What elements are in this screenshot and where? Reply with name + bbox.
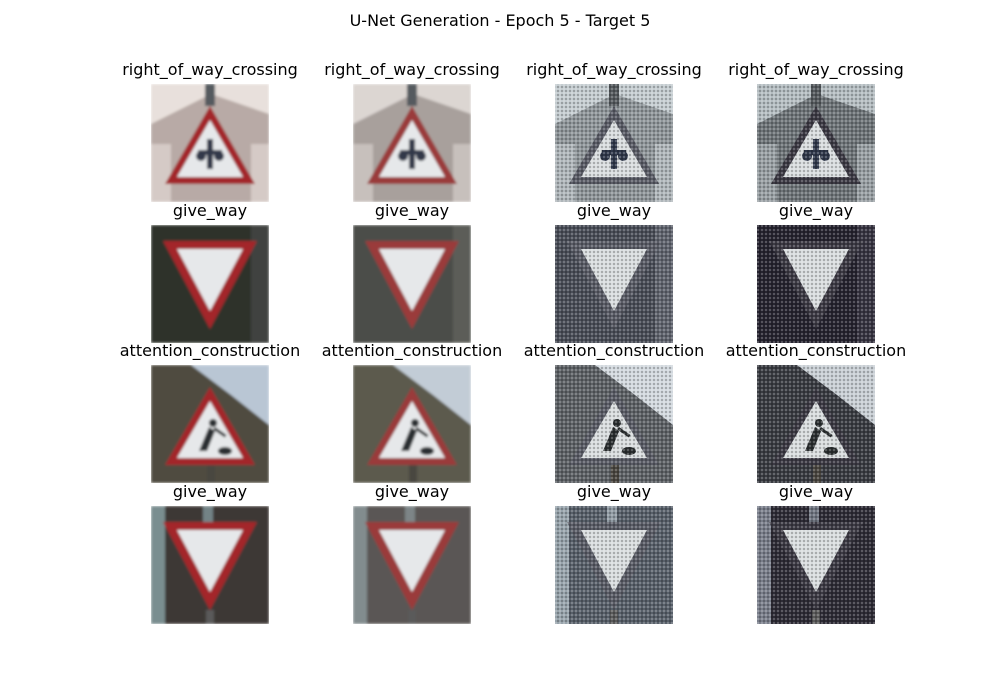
panel-label: right_of_way_crossing <box>728 60 904 79</box>
generation-artifacts <box>555 84 673 202</box>
panel-label: right_of_way_crossing <box>324 60 500 79</box>
panel-label: give_way <box>778 201 854 220</box>
sign-image-original <box>151 225 269 343</box>
sign-symbol <box>199 427 215 451</box>
panel-label: right_of_way_crossing <box>122 60 298 79</box>
sign-symbol <box>401 427 417 451</box>
sign-image-reconstruction <box>353 365 471 483</box>
panel-label: attention_construction <box>725 341 907 360</box>
panel-label: give_way <box>576 201 652 220</box>
sign-image-generated-dark <box>757 84 875 202</box>
panel-label: right_of_way_crossing <box>526 60 702 79</box>
generation-artifacts <box>555 365 673 483</box>
panel-label: attention_construction <box>321 341 503 360</box>
sign-image-reconstruction <box>353 506 471 624</box>
sign-image-generated <box>555 84 673 202</box>
generation-artifacts <box>757 225 875 343</box>
sign-image-reconstruction <box>353 225 471 343</box>
panel-label: give_way <box>172 482 248 501</box>
sign-image-generated <box>555 365 673 483</box>
sign-face <box>379 249 445 311</box>
panel-label: give_way <box>576 482 652 501</box>
panel-label: give_way <box>172 201 248 220</box>
sign-face <box>379 530 445 592</box>
generation-artifacts <box>555 225 673 343</box>
panel-label: attention_construction <box>119 341 301 360</box>
generation-artifacts <box>757 84 875 202</box>
panel-label: give_way <box>374 201 450 220</box>
panel-label: give_way <box>374 482 450 501</box>
generation-artifacts <box>555 506 673 624</box>
sign-image-original <box>151 506 269 624</box>
sign-image-generated <box>555 225 673 343</box>
sign-image-generated <box>555 506 673 624</box>
generation-artifacts <box>757 365 875 483</box>
generation-artifacts <box>757 506 875 624</box>
sign-image-generated-dark <box>757 365 875 483</box>
panel-label: give_way <box>778 482 854 501</box>
sign-image-original <box>151 365 269 483</box>
sign-face <box>177 530 243 592</box>
sign-image-generated-dark <box>757 506 875 624</box>
sign-image-original <box>151 84 269 202</box>
sign-image-reconstruction <box>353 84 471 202</box>
sign-image-generated-dark <box>757 225 875 343</box>
panel-label: attention_construction <box>523 341 705 360</box>
figure-title: U-Net Generation - Epoch 5 - Target 5 <box>349 11 651 30</box>
sign-face <box>177 249 243 311</box>
